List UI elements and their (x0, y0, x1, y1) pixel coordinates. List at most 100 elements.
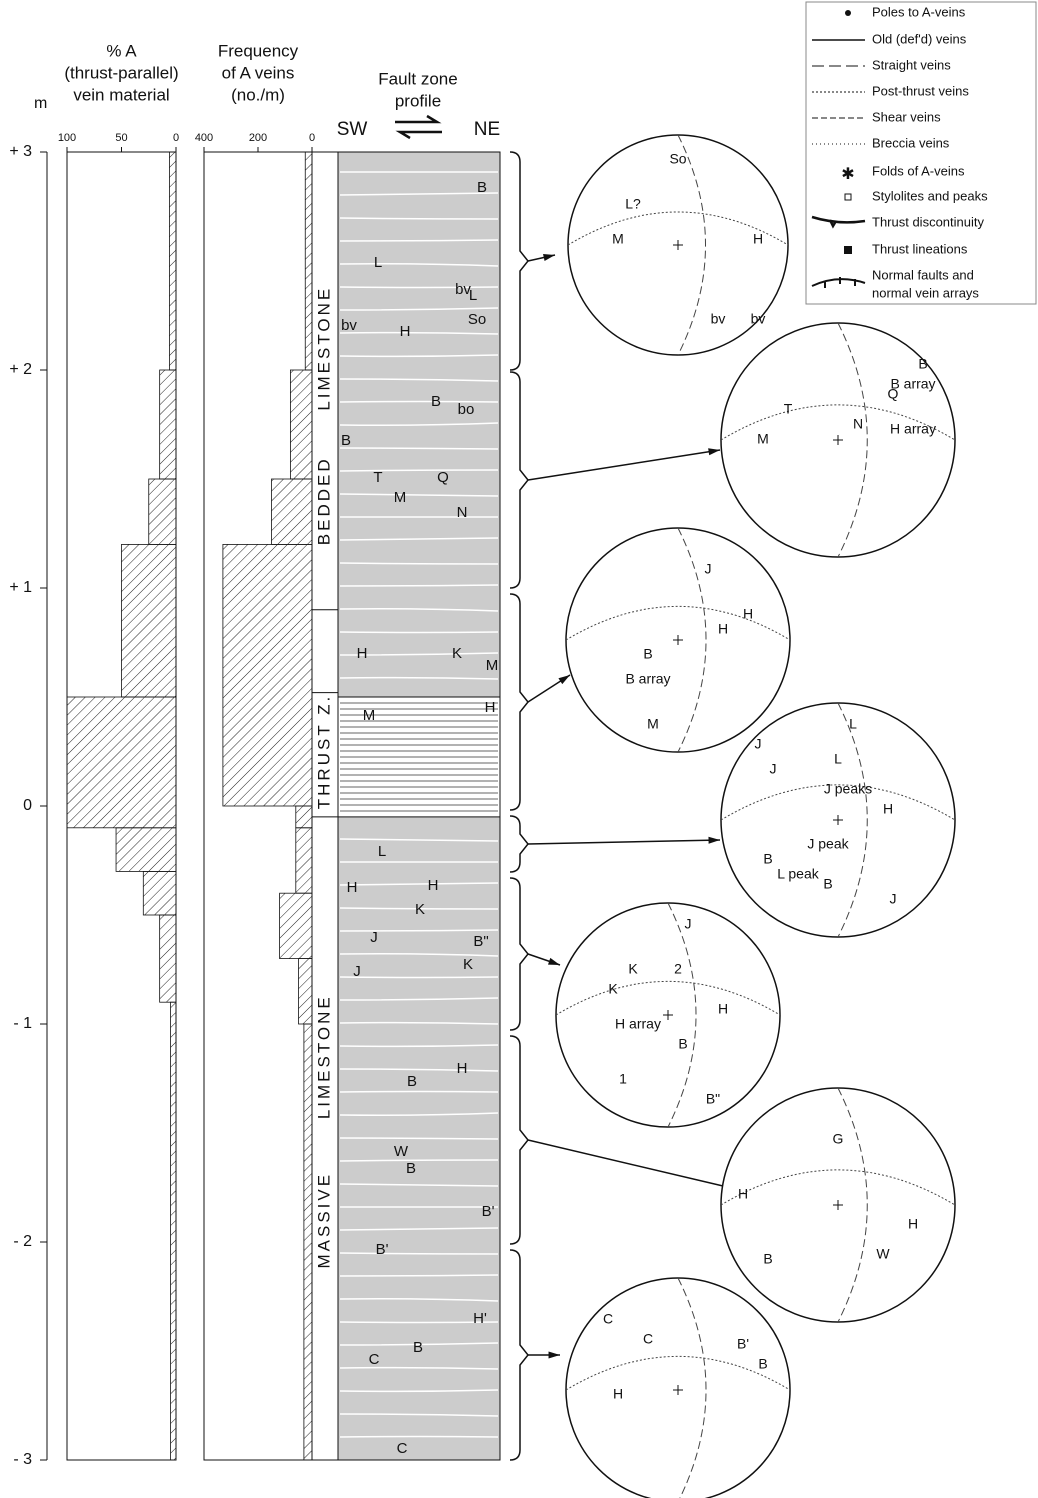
panel-title: (no./m) (231, 85, 285, 104)
step-bar (169, 152, 176, 370)
bed (340, 1437, 498, 1438)
profile-label: H (400, 323, 411, 340)
arrow-head (549, 1351, 560, 1358)
step-bar (305, 152, 312, 370)
net-label: K (608, 981, 618, 997)
profile-label: B (477, 179, 487, 196)
net-label: H (738, 1186, 748, 1202)
step-bar (280, 893, 312, 958)
net-label: H (718, 621, 728, 637)
bracket (510, 372, 528, 588)
profile-label: H (428, 877, 439, 894)
net-label: J peak (807, 836, 849, 852)
bracket (510, 1036, 528, 1244)
net-label: T (784, 401, 793, 417)
profile-title: profile (395, 91, 441, 110)
bed (340, 1092, 498, 1093)
panel-title: (thrust-parallel) (64, 63, 178, 82)
tick-label: 0 (23, 797, 32, 814)
arrow-head (558, 675, 570, 684)
shear-arrows (395, 116, 442, 138)
net-label: B (918, 356, 927, 372)
legend-label: Thrust lineations (872, 241, 968, 256)
net-label: J (705, 561, 712, 577)
unit-label: THRUST Z. (314, 694, 333, 809)
bracket (510, 1250, 528, 1460)
bracket (510, 152, 528, 370)
profile-label: H' (473, 1310, 487, 1327)
profile-label: bo (458, 401, 475, 418)
net-label: C (603, 1311, 613, 1327)
step-bar (304, 1024, 312, 1460)
step-bar (290, 370, 312, 479)
profile-label: B (407, 1073, 417, 1090)
net-label: B (763, 1251, 772, 1267)
net-label: J (770, 761, 777, 777)
step-bar (272, 479, 313, 544)
tick-label: 400 (195, 132, 213, 144)
step-bar (171, 1002, 176, 1460)
profile-label: J (370, 929, 378, 946)
net-label: J (890, 891, 897, 907)
tick-label: - 3 (13, 1451, 32, 1468)
step-bar (143, 871, 176, 915)
profile-label: Q (437, 469, 449, 486)
sym (845, 10, 851, 16)
arrow (528, 840, 720, 844)
profile-label: bv (341, 317, 357, 334)
net-label: B' (737, 1336, 749, 1352)
unit-label: BEDDED (314, 456, 333, 545)
bed (340, 632, 498, 633)
tick-label: 0 (309, 132, 315, 144)
step-bar (160, 915, 176, 1002)
profile-label: B' (376, 1241, 389, 1258)
net-label: H array (615, 1016, 661, 1032)
net-label: J peaks (824, 781, 872, 797)
bracket (510, 878, 528, 1030)
panel-title: vein material (73, 85, 169, 104)
net-label: B (823, 876, 832, 892)
arrow-head (548, 958, 560, 965)
unit-label: LIMESTONE (314, 994, 333, 1119)
profile-label: B (341, 432, 351, 449)
step-bar (122, 544, 177, 697)
net-label: 1 (619, 1071, 627, 1087)
figure: m+ 3+ 2+ 10- 1- 2- 3% A(thrust-parallel)… (0, 0, 1038, 1498)
profile-label: L (378, 843, 386, 860)
net-label: bv (751, 311, 766, 327)
legend-label: Poles to A-veins (872, 4, 966, 19)
net-label: L? (625, 196, 641, 212)
bracket (510, 816, 528, 872)
sw: SW (337, 119, 368, 140)
bed (340, 977, 498, 978)
bracket (510, 594, 528, 810)
sym (845, 194, 851, 200)
legend-label: Post-thrust veins (872, 83, 969, 98)
legend-label: Old (def'd) veins (872, 31, 967, 46)
profile-label: N (457, 504, 468, 521)
net-label: 2 (674, 961, 682, 977)
legend-label: Straight veins (872, 57, 951, 72)
tick-label: 0 (173, 132, 179, 144)
tick-label: - 2 (13, 1233, 32, 1250)
profile-label: H (485, 699, 496, 716)
arrow-head (708, 448, 720, 455)
net-label: L peak (777, 866, 820, 882)
step-bar (160, 370, 176, 479)
profile-label: So (468, 311, 486, 328)
sym (844, 246, 852, 254)
arrow (528, 1140, 740, 1190)
net-label: C (643, 1331, 653, 1347)
profile-label: L (374, 254, 382, 271)
step-bar (296, 828, 312, 893)
profile-label: H (357, 645, 368, 662)
net-label: H array (890, 421, 936, 437)
tick-label: + 2 (9, 361, 32, 378)
net-label: G (833, 1131, 844, 1147)
legend-label: Stylolites and peaks (872, 188, 988, 203)
profile-label: C (369, 1351, 380, 1368)
ne: NE (474, 119, 500, 140)
step-bar (223, 544, 312, 806)
net-label: M (757, 431, 769, 447)
profile-label: M (486, 657, 499, 674)
